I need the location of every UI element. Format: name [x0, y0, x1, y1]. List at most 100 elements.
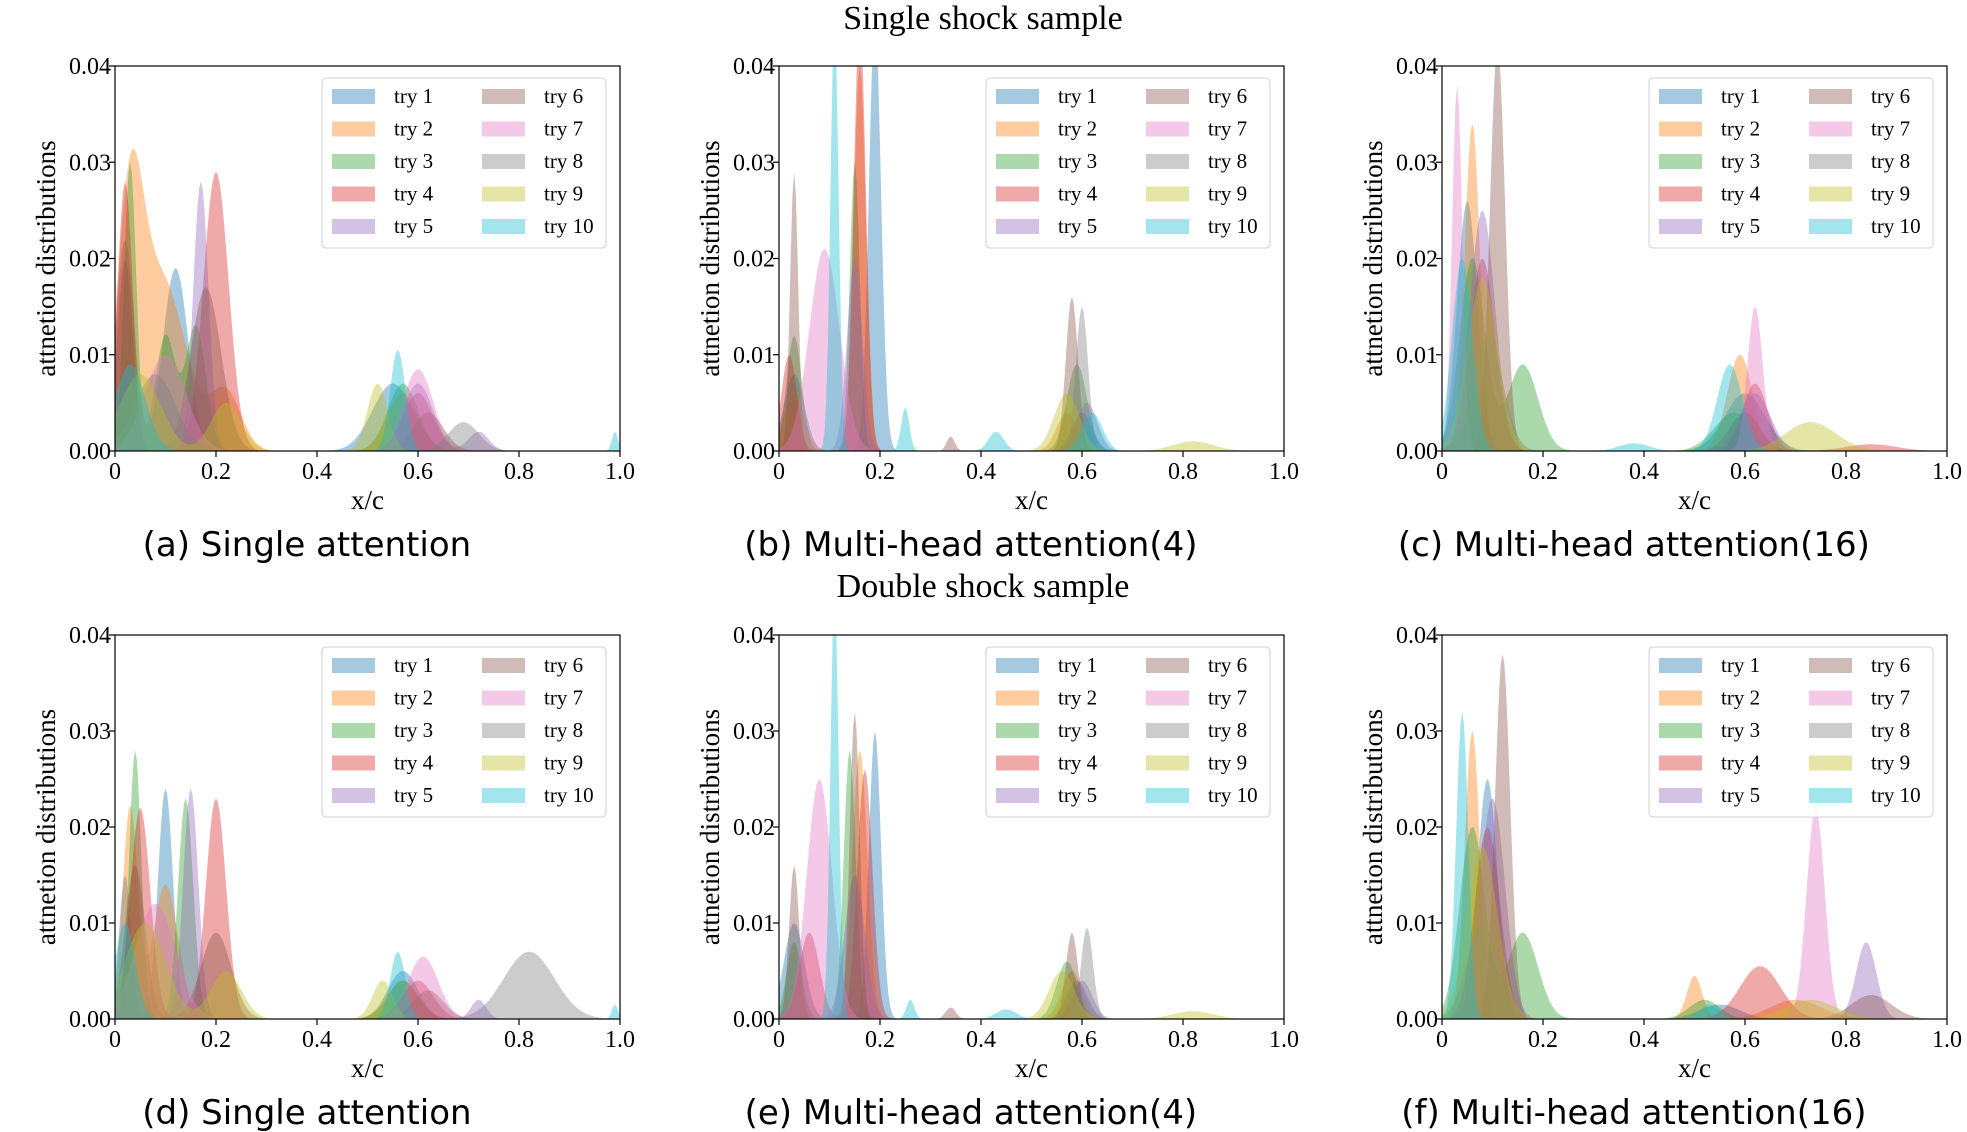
- legend-label: try 4: [1721, 751, 1761, 775]
- x-tick-label: 0.6: [1730, 1027, 1760, 1053]
- area-try-9: [1442, 277, 1947, 451]
- y-tick-label: 0.01: [1396, 343, 1438, 369]
- y-tick-label: 0.04: [69, 54, 111, 80]
- legend-label: try 4: [1058, 751, 1098, 775]
- area-try-9: [115, 374, 620, 451]
- legend-label: try 3: [394, 149, 433, 173]
- y-tick-label: 0.01: [69, 343, 111, 369]
- legend-swatch: [1659, 788, 1702, 803]
- legend: try 1 try 2 try 3 try 4 try 5 try 6 try 7 try 8…: [321, 646, 607, 818]
- area-try-9: [115, 923, 620, 1019]
- legend-swatch: [332, 658, 375, 673]
- legend: try 1 try 2 try 3 try 4 try 5 try 6 try 7 try 8…: [1648, 77, 1934, 249]
- y-axis-label: attnetion distributions: [1358, 140, 1388, 376]
- area-try-9: [1442, 846, 1947, 1019]
- x-tick-label: 0.6: [403, 1027, 433, 1053]
- legend-swatch: [1146, 658, 1189, 673]
- legend-label: try 8: [544, 718, 583, 742]
- legend-swatch: [1146, 723, 1189, 738]
- areas: [115, 750, 620, 1019]
- y-tick-label: 0.04: [733, 623, 775, 649]
- legend-swatch: [996, 723, 1039, 738]
- panel-caption: (f) Multi-head attention(16): [1401, 1093, 1866, 1132]
- legend-label: try 3: [1058, 718, 1097, 742]
- legend-label: try 8: [1871, 149, 1910, 173]
- y-tick-label: 0.04: [1396, 623, 1438, 649]
- legend-label: try 8: [1208, 149, 1247, 173]
- legend-swatch: [332, 121, 375, 137]
- legend-swatch: [482, 89, 525, 104]
- x-tick-label: 0.4: [302, 1027, 332, 1053]
- legend-swatch: [1146, 788, 1189, 803]
- x-tick-label: 0.2: [201, 459, 231, 485]
- legend-label: try 6: [1208, 84, 1247, 108]
- legend-swatch: [1809, 121, 1852, 137]
- legend-swatch: [1146, 690, 1189, 706]
- legend-label: try 1: [394, 84, 433, 108]
- legend-label: try 7: [1871, 117, 1910, 141]
- legend-label: try 5: [1058, 783, 1097, 807]
- area-try-7: [115, 903, 620, 1019]
- x-axis-label: x/c: [1015, 485, 1048, 515]
- panel-f: 0 0.2 0.4 0.6 0.8 1.0 0.00 0.01 0.02 0.03 0.04 x/c a…: [1358, 623, 1962, 1132]
- legend-swatch: [1659, 658, 1702, 673]
- x-tick-label: 1.0: [1269, 1027, 1299, 1053]
- y-axis-label: attnetion distributions: [31, 140, 61, 376]
- y-tick-label: 0.02: [733, 247, 775, 273]
- legend-label: try 1: [1721, 84, 1760, 108]
- areas: [779, 66, 1284, 451]
- legend-label: try 9: [1208, 751, 1247, 775]
- panel-caption: (d) Single attention: [142, 1093, 471, 1132]
- area-try-3: [115, 162, 620, 451]
- legend-label: try 10: [544, 214, 594, 238]
- legend-swatch: [332, 154, 375, 169]
- panel-caption: (b) Multi-head attention(4): [744, 525, 1197, 565]
- y-tick-label: 0.00: [733, 439, 775, 465]
- x-tick-label: 0.8: [504, 459, 534, 485]
- area-try-8: [115, 951, 620, 1019]
- legend-swatch: [996, 121, 1039, 137]
- legend-swatch: [482, 788, 525, 803]
- x-tick-label: 0.6: [403, 459, 433, 485]
- legend-label: try 7: [1208, 686, 1247, 710]
- x-tick-label: 0.4: [302, 459, 332, 485]
- x-tick-label: 0: [773, 459, 785, 485]
- area-try-1: [779, 731, 1284, 1019]
- areas: [779, 635, 1284, 1019]
- panel-b: 0 0.2 0.4 0.6 0.8 1.0 0.00 0.01 0.02 0.03 0.04 x/c a…: [695, 54, 1299, 565]
- legend-swatch: [1146, 154, 1189, 169]
- y-tick-label: 0.00: [69, 439, 111, 465]
- legend-label: try 10: [1871, 214, 1921, 238]
- legend-swatch: [1809, 755, 1852, 771]
- legend-label: try 2: [1058, 686, 1097, 710]
- x-tick-label: 0.6: [1067, 1027, 1097, 1053]
- y-axis-label: attnetion distributions: [1358, 709, 1388, 945]
- y-tick-label: 0.03: [1396, 150, 1438, 176]
- legend-label: try 5: [1058, 214, 1097, 238]
- y-tick-label: 0.00: [69, 1007, 111, 1033]
- legend-label: try 6: [1871, 653, 1910, 677]
- legend-label: try 10: [1208, 783, 1258, 807]
- y-tick-label: 0.00: [1396, 1007, 1438, 1033]
- y-tick-label: 0.00: [1396, 439, 1438, 465]
- legend-swatch: [332, 755, 375, 771]
- legend-label: try 3: [394, 718, 433, 742]
- legend-swatch: [996, 186, 1039, 202]
- legend-label: try 3: [1058, 149, 1097, 173]
- area-try-5: [1442, 798, 1947, 1019]
- legend-swatch: [1659, 723, 1702, 738]
- legend-swatch: [996, 89, 1039, 104]
- legend-swatch: [1146, 186, 1189, 202]
- legend-box: [321, 646, 607, 818]
- legend-label: try 9: [1208, 182, 1247, 206]
- legend-swatch: [482, 690, 525, 706]
- areas: [1442, 66, 1947, 451]
- legend-swatch: [482, 219, 525, 234]
- x-tick-label: 0.4: [966, 459, 996, 485]
- legend-swatch: [332, 89, 375, 104]
- panel-d: 0 0.2 0.4 0.6 0.8 1.0 0.00 0.01 0.02 0.03 0.04 x/c a…: [31, 623, 635, 1132]
- areas: [115, 148, 620, 451]
- legend-swatch: [482, 755, 525, 771]
- y-axis-label: attnetion distributions: [695, 140, 725, 376]
- area-try-8: [1442, 335, 1947, 451]
